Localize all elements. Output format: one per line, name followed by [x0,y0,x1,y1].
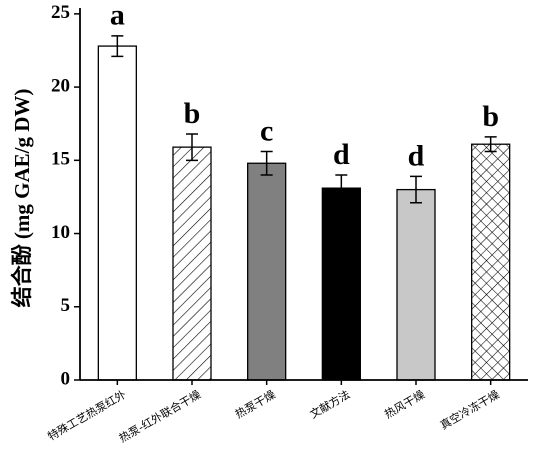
y-tick-label: 20 [51,75,70,96]
x-tick-label: 真空冷冻干燥 [438,387,502,432]
x-tick-label: 特殊工艺热泵红外 [45,387,128,443]
bar [97,45,137,381]
y-tick-label: 25 [51,2,70,23]
bar [321,187,361,381]
x-tick-label: 文献方法 [307,387,352,421]
bar [172,146,212,381]
y-tick-label: 15 [51,149,70,170]
error-bar [186,133,198,162]
significance-letter: a [110,0,125,32]
significance-letter: b [482,100,499,133]
bar [396,188,436,381]
significance-letter: d [333,138,350,171]
error-bar [111,35,124,58]
x-tick-label: 热泵干燥 [233,388,278,421]
significance-letter: d [408,139,425,172]
error-bar [260,150,273,176]
error-bar [410,175,422,204]
error-bar [484,136,497,153]
bar [471,143,511,381]
y-tick-label: 5 [61,295,71,316]
y-tick-label: 10 [51,222,70,243]
x-tick-label: 热泵-红外联合干燥 [116,387,203,445]
error-bar [335,174,348,203]
y-tick-label: 0 [61,368,71,389]
y-axis-title: 结合酚 (mg GAE/g DW) [10,89,34,308]
bar [247,162,287,381]
x-tick-label: 热风干燥 [382,388,427,421]
significance-letter: c [260,114,273,147]
significance-letter: b [184,97,201,130]
